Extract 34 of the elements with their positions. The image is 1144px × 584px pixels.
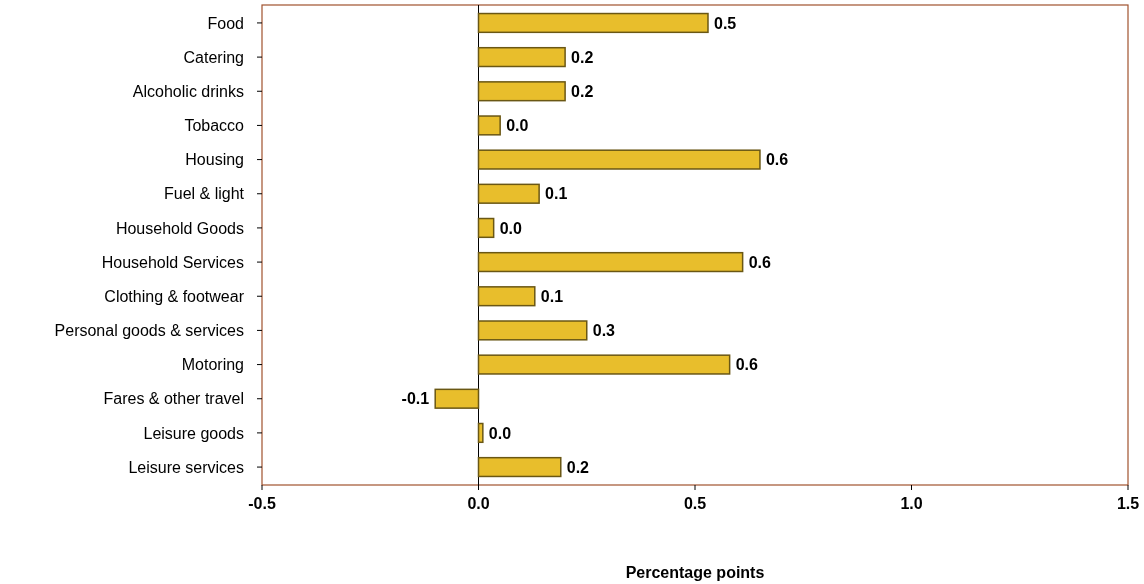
y-tick-label: Leisure services: [128, 458, 244, 476]
data-label: 0.0: [488, 424, 512, 442]
y-tick-label: Clothing & footwear: [104, 287, 245, 305]
y-tick-label: Housing: [185, 151, 244, 169]
y-tick-label: Alcoholic drinks: [132, 82, 244, 100]
y-tick-label: Leisure goods: [143, 424, 244, 442]
y-tick-label: Household Services: [101, 253, 244, 271]
data-label: 0.2: [571, 48, 594, 66]
x-tick-label: 1.0: [900, 495, 923, 512]
y-tick-label: Tobacco: [184, 117, 245, 135]
data-label: 0.3: [592, 322, 616, 340]
y-tick-label: Personal goods & services: [54, 322, 244, 340]
x-axis-title: Percentage points: [625, 564, 765, 581]
y-tick-label: Motoring: [181, 356, 244, 374]
y-tick-label: Food: [207, 14, 244, 32]
data-label: 0.1: [545, 185, 568, 203]
data-label: 0.6: [765, 151, 789, 169]
data-label: 0.6: [735, 356, 758, 374]
y-tick-label: Fuel & light: [163, 185, 245, 203]
y-tick-label: Catering: [183, 48, 244, 66]
x-tick-label: 0.5: [683, 495, 707, 512]
data-label: 0.2: [571, 82, 594, 100]
data-label: 0.0: [506, 117, 529, 135]
data-label: 0.6: [748, 253, 771, 271]
data-label: -0.1: [401, 390, 430, 408]
data-label: 0.2: [566, 458, 590, 476]
y-tick-label: Fares & other travel: [103, 390, 244, 408]
x-tick-label: -0.5: [248, 495, 276, 512]
data-label: 0.1: [540, 287, 564, 305]
x-tick-label: 1.5: [1116, 495, 1140, 512]
y-tick-label: Household Goods: [115, 219, 244, 237]
x-tick-label: 0.0: [467, 495, 490, 512]
data-label: 0.5: [713, 14, 737, 32]
data-label: 0.0: [499, 219, 522, 237]
